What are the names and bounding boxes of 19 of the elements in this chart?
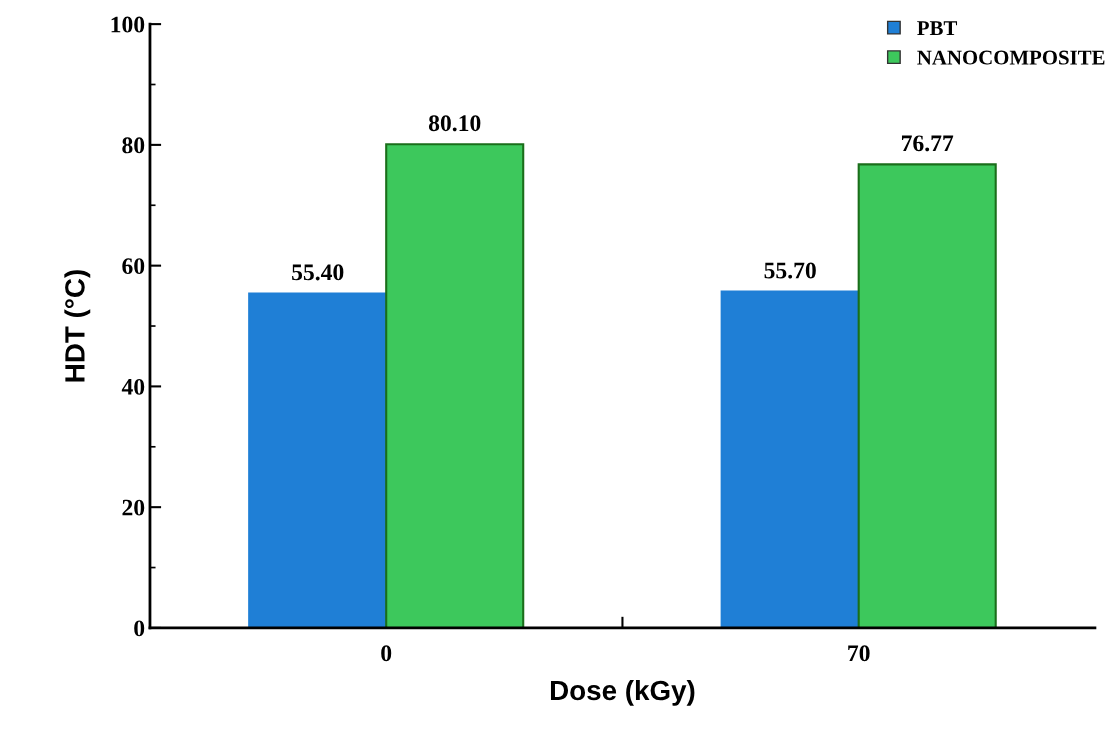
x-axis-title: Dose (kGy) xyxy=(550,679,695,706)
data-label: 80.10 xyxy=(428,115,481,132)
legend-label: NANOCOMPOSITE xyxy=(917,50,1105,65)
data-label: 55.70 xyxy=(764,262,816,279)
bar xyxy=(720,290,860,628)
bar xyxy=(857,163,997,628)
data-label: 76.77 xyxy=(901,135,954,152)
y-tick-label: 40 xyxy=(121,378,145,395)
y-tick-label: 0 xyxy=(134,620,145,637)
bar xyxy=(385,143,525,628)
x-tick-label: 70 xyxy=(848,645,870,662)
y-tick-label: 100 xyxy=(111,16,145,33)
y-axis-title: HDT (°C) xyxy=(64,270,91,382)
y-tick-label: 20 xyxy=(122,499,145,516)
y-tick-label: 60 xyxy=(122,258,145,275)
data-label: 55.40 xyxy=(292,264,344,281)
bar xyxy=(248,292,388,628)
y-tick-label: 80 xyxy=(122,137,145,154)
legend-label: PBT xyxy=(917,21,958,36)
